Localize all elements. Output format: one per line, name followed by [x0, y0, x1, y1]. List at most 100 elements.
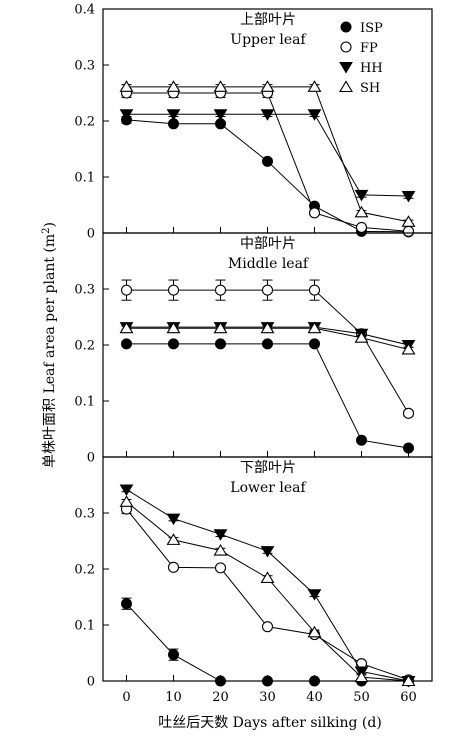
data-point	[119, 484, 134, 496]
data-point	[119, 495, 134, 507]
data-point	[120, 284, 133, 296]
data-point	[261, 621, 274, 633]
data-point	[401, 215, 416, 227]
data-point	[262, 155, 273, 167]
data-point	[213, 80, 228, 92]
data-point	[403, 442, 414, 454]
data-point	[121, 598, 132, 610]
data-point	[354, 189, 369, 202]
panel-title: 下部叶片	[240, 460, 296, 476]
series-line	[126, 343, 409, 449]
data-point	[401, 674, 416, 687]
y-tick-label: 0.2	[74, 115, 95, 130]
legend-label: HH	[360, 61, 383, 76]
data-point	[167, 284, 180, 296]
panel-2: 0 0.1 0.2 0.3 中部叶片 Middle leaf	[74, 232, 433, 466]
data-point	[309, 338, 320, 350]
data-point	[121, 338, 132, 350]
data-point	[260, 321, 275, 334]
legend-entry-SH: SH	[339, 80, 380, 96]
data-point	[213, 321, 228, 334]
panel-title: 中部叶片	[240, 236, 296, 252]
y-tick-label: 0	[87, 451, 95, 466]
x-tick-label: 30	[259, 690, 276, 705]
legend-label: FP	[360, 41, 378, 56]
data-point	[260, 546, 275, 558]
x-tick-label: 20	[212, 690, 229, 705]
data-point	[354, 670, 369, 683]
panel-1: 0 0.1 0.2 0.3 0.4 上部叶片 Upper leaf	[74, 3, 433, 242]
series-ISP	[121, 114, 414, 238]
data-point	[354, 331, 369, 343]
legend-label: ISP	[360, 21, 383, 36]
series-HH	[119, 484, 416, 688]
legend: ISP FP HH SH	[339, 21, 383, 96]
data-point	[215, 675, 226, 687]
y-tick-label: 0	[87, 675, 95, 690]
y-tick-label: 0.2	[74, 339, 95, 354]
x-tick-label: 0	[122, 690, 130, 705]
data-point	[214, 284, 227, 296]
legend-marker	[340, 21, 352, 33]
series-line	[126, 86, 409, 223]
legend-label: SH	[360, 81, 380, 96]
data-point	[356, 434, 367, 446]
x-tick-label: 60	[400, 690, 417, 705]
data-point	[119, 109, 134, 121]
series-SH	[119, 321, 416, 355]
panel-subtitle: Middle leaf	[228, 256, 310, 272]
data-point	[354, 205, 369, 218]
y-axis-title: 单株叶面积 Leaf area per plant (m2)	[41, 222, 59, 468]
series-SH	[119, 80, 416, 227]
x-axis: 0 10 20 30 40 50 60	[122, 690, 416, 705]
data-point	[166, 321, 181, 334]
y-tick-label: 0.1	[74, 619, 95, 634]
data-point	[213, 529, 228, 541]
data-point	[261, 284, 274, 296]
panel-subtitle: Upper leaf	[230, 32, 307, 48]
y-axis-title-superscript: 2	[41, 227, 52, 233]
data-point	[168, 338, 179, 350]
y-tick-label: 0.3	[74, 59, 95, 74]
panel-3: 0 0.1 0.2 0.3 下部叶片 Lower leaf	[74, 456, 433, 690]
series-FP	[120, 503, 415, 686]
data-point	[119, 321, 134, 334]
data-point	[260, 109, 275, 121]
y-tick-label: 0.3	[74, 283, 95, 298]
y-axis-title-close: )	[42, 222, 58, 227]
y-tick-label: 0.4	[74, 3, 95, 18]
y-tick-label: 0.2	[74, 563, 95, 578]
series-ISP	[121, 338, 414, 454]
data-point	[213, 543, 228, 556]
data-point	[214, 562, 227, 574]
legend-entry-ISP: ISP	[340, 21, 383, 36]
data-point	[166, 513, 181, 526]
data-point	[260, 571, 275, 584]
data-point	[309, 675, 320, 687]
data-point	[307, 321, 322, 334]
data-point	[401, 342, 416, 355]
y-tick-label: 0.3	[74, 507, 95, 522]
x-tick-label: 10	[165, 690, 182, 705]
data-point	[307, 589, 322, 601]
chart-panels: 0 0.1 0.2 0.3 0.4 上部叶片 Upper leaf 0 0.1 0.2 0.3 中部叶…	[74, 3, 433, 690]
data-point	[166, 80, 181, 92]
data-point	[215, 338, 226, 350]
y-axis-title-text: 单株叶面积 Leaf area per plant (m	[42, 234, 58, 468]
data-point	[166, 109, 181, 121]
data-point	[166, 533, 181, 545]
data-point	[307, 80, 322, 92]
data-point	[308, 284, 321, 296]
series-SH	[119, 495, 416, 687]
data-point	[260, 80, 275, 92]
y-tick-label: 0.1	[74, 395, 95, 410]
x-tick-label: 40	[306, 690, 323, 705]
y-tick-label: 0	[87, 227, 95, 242]
panel-title: 上部叶片	[240, 12, 296, 28]
data-point	[308, 207, 321, 219]
data-point	[168, 649, 179, 661]
data-point	[401, 191, 416, 203]
series-HH	[119, 109, 416, 203]
data-point	[119, 80, 134, 92]
x-axis-title: 吐丝后天数 Days after silking (d)	[158, 715, 382, 731]
